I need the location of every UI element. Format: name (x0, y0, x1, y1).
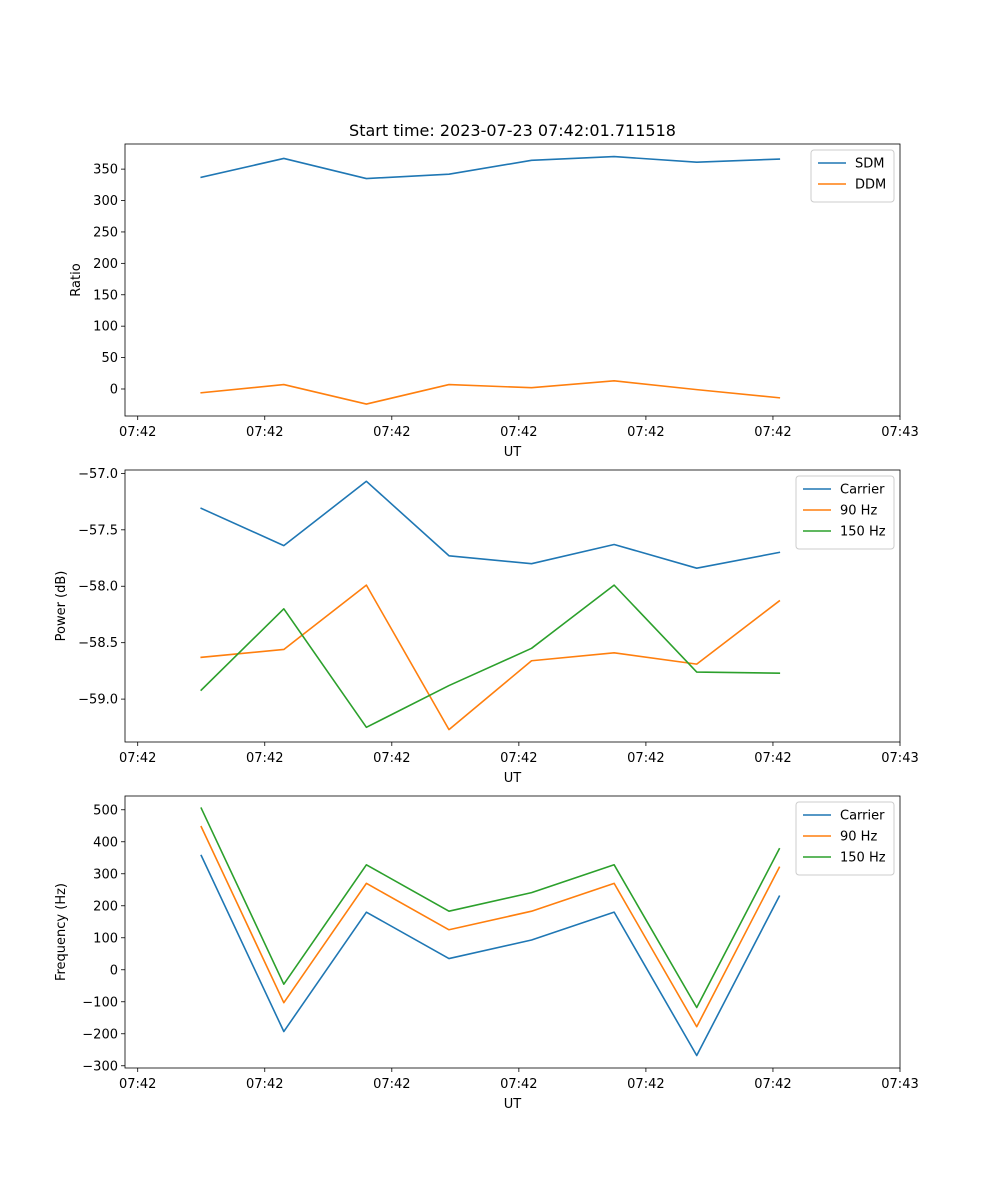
y-tick-label: −59.0 (78, 693, 118, 708)
x-tick-label: 07:42 (627, 1077, 664, 1092)
x-tick-label: 07:42 (500, 1077, 537, 1092)
y-tick-label: 200 (93, 257, 118, 272)
series-line-90-hz (200, 825, 781, 1028)
legend: Carrier 90 Hz 150 Hz (795, 801, 895, 876)
y-tick-label: −300 (82, 1059, 118, 1074)
series-line-150-hz (200, 807, 781, 1009)
y-tick-label: 500 (93, 803, 118, 818)
y-tick-label: 400 (93, 835, 118, 850)
series-line-90-hz (200, 584, 781, 731)
legend-entry: 150 Hz (840, 525, 886, 540)
x-axis-label: UT (504, 1097, 522, 1112)
x-tick-label: 07:42 (754, 1077, 791, 1092)
legend-entry: 90 Hz (840, 830, 877, 845)
chart-panel-3: 07:42 07:42 07:42 07:42 07:42 07:42 07:43 −300 −… (54, 795, 919, 1112)
y-axis-label: Power (dB) (54, 571, 69, 642)
y-tick-label: 300 (93, 194, 118, 209)
y-tick-label: 100 (93, 320, 118, 335)
x-tick-label: 07:42 (119, 751, 156, 766)
x-tick-label: 07:42 (373, 1077, 410, 1092)
x-tick-label: 07:42 (627, 425, 664, 440)
chart-panel-2: 07:42 07:42 07:42 07:42 07:42 07:42 07:43 −59.0… (54, 467, 919, 786)
series-line-carrier (200, 854, 781, 1057)
y-tick-label: −200 (82, 1027, 118, 1042)
axes-frame (124, 795, 901, 1069)
legend: SDM DDM (810, 149, 895, 203)
y-tick-label: −57.0 (78, 467, 118, 482)
x-tick-label: 07:42 (373, 425, 410, 440)
x-tick-label: 07:42 (246, 751, 283, 766)
x-tick-label: 07:43 (881, 1077, 918, 1092)
y-tick-label: 150 (93, 288, 118, 303)
y-tick-label: 50 (101, 351, 118, 366)
y-tick-label: −57.5 (78, 523, 118, 538)
x-tick-label: 07:42 (627, 751, 664, 766)
x-tick-label: 07:42 (246, 1077, 283, 1092)
x-tick-label: 07:42 (119, 1077, 156, 1092)
legend: Carrier 90 Hz 150 Hz (795, 475, 895, 550)
x-tick-label: 07:42 (500, 425, 537, 440)
x-tick-label: 07:42 (246, 425, 283, 440)
legend-entry: Carrier (840, 483, 885, 498)
x-tick-label: 07:43 (881, 751, 918, 766)
x-tick-label: 07:42 (500, 751, 537, 766)
x-tick-label: 07:43 (881, 425, 918, 440)
y-tick-label: −100 (82, 995, 118, 1010)
y-tick-label: −58.0 (78, 580, 118, 595)
x-tick-label: 07:42 (754, 425, 791, 440)
y-axis-label: Ratio (69, 263, 84, 296)
x-tick-label: 07:42 (119, 425, 156, 440)
chart-title: Start time: 2023-07-23 07:42:01.711518 (349, 121, 676, 140)
x-axis-label: UT (504, 771, 522, 786)
series-line-150-hz (200, 584, 781, 729)
y-tick-label: 100 (93, 931, 118, 946)
x-axis-label: UT (504, 445, 522, 460)
series-line-carrier (200, 480, 781, 569)
y-axis-label: Frequency (Hz) (54, 883, 69, 981)
x-tick-label: 07:42 (373, 751, 410, 766)
y-tick-label: 350 (93, 163, 118, 178)
series-line-ddm (200, 380, 781, 405)
axes-frame (124, 143, 901, 417)
legend-entry: SDM (855, 157, 884, 172)
y-tick-label: 0 (110, 963, 118, 978)
y-tick-label: 200 (93, 899, 118, 914)
y-tick-label: 300 (93, 867, 118, 882)
y-tick-label: 0 (110, 382, 118, 397)
chart-panel-1: Start time: 2023-07-23 07:42:01.711518 07… (69, 121, 919, 460)
y-tick-label: 250 (93, 225, 118, 240)
series-line-sdm (200, 155, 781, 180)
y-tick-label: −58.5 (78, 636, 118, 651)
legend-entry: Carrier (840, 809, 885, 824)
x-tick-label: 07:42 (754, 751, 791, 766)
legend-entry: 90 Hz (840, 504, 877, 519)
legend-entry: DDM (855, 178, 886, 193)
legend-entry: 150 Hz (840, 851, 886, 866)
axes-frame (124, 469, 901, 743)
